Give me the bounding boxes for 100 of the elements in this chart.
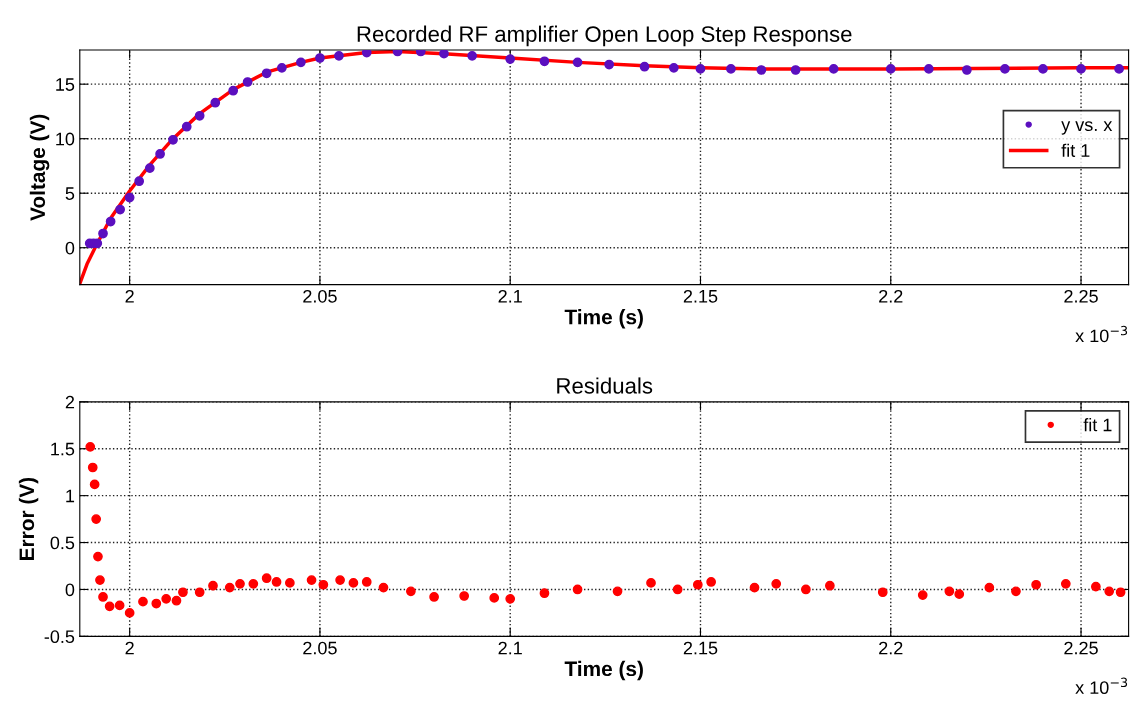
- x-axis-title: Time (s): [564, 309, 643, 329]
- point: [348, 578, 359, 588]
- x-tick-label: 2.25: [1064, 641, 1098, 655]
- point: [144, 163, 155, 173]
- y-tick-label: 0: [65, 583, 75, 597]
- point: [539, 56, 550, 67]
- point: [505, 593, 516, 604]
- point: [1011, 586, 1021, 597]
- y-tick-label: 1: [66, 489, 75, 503]
- point: [361, 577, 372, 587]
- point: [801, 584, 811, 595]
- point: [87, 462, 98, 473]
- point: [672, 584, 683, 595]
- point: [917, 590, 928, 600]
- point: [749, 582, 760, 593]
- point: [242, 77, 253, 87]
- point: [954, 589, 965, 599]
- point: [984, 582, 995, 593]
- point: [378, 582, 389, 593]
- point: [1091, 581, 1101, 592]
- point: [1114, 64, 1124, 74]
- point: [248, 578, 259, 589]
- point: [572, 584, 583, 595]
- point: [208, 580, 218, 591]
- point: [178, 587, 188, 598]
- point: [706, 577, 716, 587]
- point: [1115, 587, 1126, 598]
- point: [104, 601, 115, 612]
- point: [95, 575, 105, 585]
- point: [168, 134, 178, 145]
- point: [726, 64, 736, 74]
- point: [944, 586, 955, 597]
- y-tick-label: 2: [65, 395, 75, 409]
- point: [695, 64, 706, 74]
- point: [114, 600, 125, 611]
- point: [923, 64, 934, 74]
- point: [155, 149, 165, 159]
- point: [885, 64, 896, 74]
- x-tick-label: 2: [125, 641, 134, 655]
- y-axis-title: Error (V): [18, 477, 39, 560]
- point: [1060, 578, 1071, 589]
- point: [668, 62, 679, 73]
- point: [318, 579, 329, 590]
- x-tick-label: 2.15: [683, 641, 718, 655]
- point: [439, 50, 449, 59]
- point: [261, 573, 272, 584]
- point: [194, 587, 205, 598]
- legend-label: y vs. x: [1061, 121, 1113, 135]
- point: [962, 65, 972, 75]
- point: [98, 592, 108, 602]
- point: [505, 54, 516, 64]
- x-tick-label: 2: [125, 289, 134, 303]
- point: [459, 591, 470, 601]
- point: [181, 121, 192, 132]
- text: x 10$^{−3}$: [1075, 325, 1128, 343]
- y-axis-title: Voltage (V): [29, 114, 50, 221]
- point: [228, 85, 239, 96]
- point: [210, 97, 221, 108]
- point: [1031, 579, 1041, 590]
- point: [612, 586, 623, 597]
- y-tick-label: 0: [65, 241, 75, 255]
- point: [790, 65, 801, 75]
- x-tick-label: 2.1: [498, 289, 522, 303]
- point: [105, 216, 116, 227]
- point: [124, 192, 135, 203]
- chart-title: Recorded RF amplifier Open Loop Step Response: [357, 25, 852, 47]
- point: [1076, 64, 1086, 74]
- chart-title: Residuals: [557, 377, 653, 394]
- legend-label: fit 1: [1083, 418, 1112, 432]
- point: [1000, 64, 1010, 74]
- point: [489, 593, 500, 603]
- point: [277, 62, 287, 73]
- x-axis-title: Time (s): [564, 660, 643, 681]
- point: [572, 57, 583, 68]
- point: [692, 579, 703, 590]
- x-tick-label: 2.05: [303, 641, 337, 655]
- text: x 10$^{−3}$: [1075, 677, 1128, 695]
- point: [224, 582, 235, 593]
- point: [296, 57, 306, 68]
- point: [429, 592, 439, 602]
- point: [646, 578, 656, 588]
- point: [151, 598, 162, 609]
- point: [361, 50, 372, 58]
- point: [89, 479, 100, 490]
- point: [334, 50, 344, 61]
- point: [138, 596, 148, 607]
- y-tick-label: 5: [65, 187, 75, 200]
- point: [261, 68, 272, 79]
- point: [771, 578, 782, 589]
- point: [335, 575, 345, 585]
- x-tick-label: 2.2: [879, 641, 903, 655]
- point: [406, 586, 416, 597]
- point: [285, 578, 295, 588]
- point: [828, 64, 839, 74]
- y-tick-label: -0.5: [44, 630, 75, 644]
- point: [467, 50, 478, 61]
- x-tick-label: 2.25: [1064, 289, 1098, 303]
- point: [639, 61, 650, 72]
- point: [93, 551, 103, 562]
- y-tick-label: 10: [56, 132, 75, 146]
